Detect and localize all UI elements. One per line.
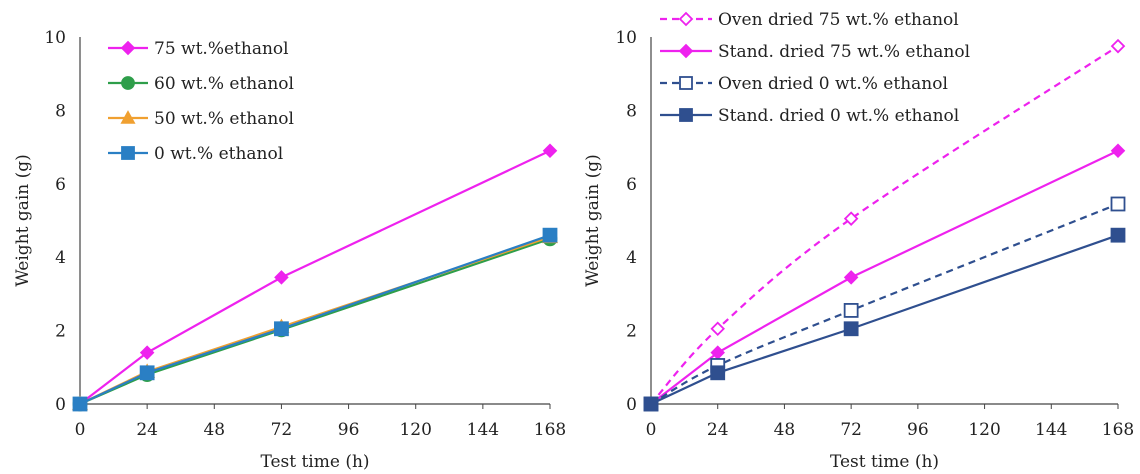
legend-label: Stand. dried 0 wt.% ethanol <box>718 106 959 126</box>
x-tick-label: 24 <box>707 420 729 440</box>
legend-marker <box>120 40 136 56</box>
x-tick-label: 168 <box>1102 420 1134 440</box>
data-point <box>843 303 859 318</box>
x-tick-label: 96 <box>907 420 929 440</box>
y-tick-label: 10 <box>615 28 637 48</box>
data-point <box>1110 38 1126 54</box>
legend-entry: 50 wt.% ethanol <box>108 109 294 129</box>
series-line <box>650 149 1119 405</box>
y-tick-label: 6 <box>626 175 637 195</box>
y-tick-label: 10 <box>44 28 66 48</box>
data-point <box>643 396 659 412</box>
legend-label: 0 wt.% ethanol <box>154 144 283 164</box>
data-point <box>542 227 558 243</box>
x-tick-label: 72 <box>271 420 293 440</box>
legend-entry: 60 wt.% ethanol <box>108 74 294 94</box>
x-tick-label: 48 <box>774 420 796 440</box>
x-tick-label: 96 <box>338 420 360 440</box>
y-axis-title: Weight gain (g) <box>583 154 603 287</box>
data-point <box>139 345 155 360</box>
x-tick-label: 120 <box>399 420 431 440</box>
legend-label: Oven dried 0 wt.% ethanol <box>718 74 948 94</box>
data-point <box>72 396 88 412</box>
data-point <box>710 321 725 337</box>
y-tick-label: 2 <box>55 322 66 342</box>
x-tick-label: 0 <box>75 420 86 440</box>
legend-entry: Stand. dried 75 wt.% ethanol <box>660 42 970 62</box>
y-tick-label: 8 <box>55 101 66 121</box>
x-tick-label: 72 <box>840 420 862 440</box>
data-point <box>542 143 558 159</box>
y-tick-label: 0 <box>626 395 637 415</box>
legend-entry: Stand. dried 0 wt.% ethanol <box>660 106 959 126</box>
y-axis-title: Weight gain (g) <box>13 154 33 287</box>
y-tick-label: 4 <box>55 248 66 268</box>
series-line <box>79 234 551 405</box>
data-point <box>1110 143 1126 159</box>
legend-entry: 75 wt.%ethanol <box>108 39 289 59</box>
y-tick-label: 4 <box>626 248 637 268</box>
data-point <box>843 321 859 337</box>
x-tick-label: 0 <box>646 420 657 440</box>
legend-marker <box>679 108 693 122</box>
legend-marker <box>678 43 694 59</box>
legend-entry: Oven dried 75 wt.% ethanol <box>660 10 959 30</box>
legend-entry: 0 wt.% ethanol <box>108 144 283 164</box>
x-tick-label: 120 <box>968 420 1000 440</box>
x-axis-title: Test time (h) <box>830 452 939 472</box>
y-tick-label: 2 <box>626 322 637 342</box>
x-tick-label: 144 <box>1035 420 1067 440</box>
legend-label: 50 wt.% ethanol <box>154 109 294 129</box>
series-line <box>79 149 551 405</box>
x-tick-label: 168 <box>534 420 566 440</box>
data-point <box>274 321 289 337</box>
data-point <box>843 270 859 285</box>
legend-label: Stand. dried 75 wt.% ethanol <box>718 42 970 62</box>
legend-label: Oven dried 75 wt.% ethanol <box>718 10 959 30</box>
series-line <box>650 234 1119 405</box>
data-point <box>710 365 726 381</box>
series-4 <box>643 227 1126 412</box>
series-4 <box>72 227 558 412</box>
data-point <box>843 211 859 226</box>
data-point <box>139 365 155 381</box>
legend-marker <box>121 76 135 90</box>
series-line <box>650 202 1119 405</box>
legend-entry: Oven dried 0 wt.% ethanol <box>660 74 948 94</box>
data-point <box>1110 196 1126 212</box>
legend-label: 75 wt.%ethanol <box>154 39 289 59</box>
legend-marker <box>120 110 136 124</box>
y-tick-label: 8 <box>626 101 637 121</box>
legend-marker <box>121 146 135 160</box>
series-line <box>650 45 1119 405</box>
x-tick-label: 24 <box>136 420 158 440</box>
legend-label: 60 wt.% ethanol <box>154 74 294 94</box>
data-point <box>274 270 289 285</box>
y-tick-label: 0 <box>55 395 66 415</box>
x-tick-label: 144 <box>467 420 499 440</box>
legend-marker <box>679 76 693 90</box>
y-tick-label: 6 <box>55 175 66 195</box>
x-axis-title: Test time (h) <box>260 452 369 472</box>
legend-marker <box>678 11 694 27</box>
data-point <box>1110 227 1126 243</box>
x-tick-label: 48 <box>203 420 225 440</box>
